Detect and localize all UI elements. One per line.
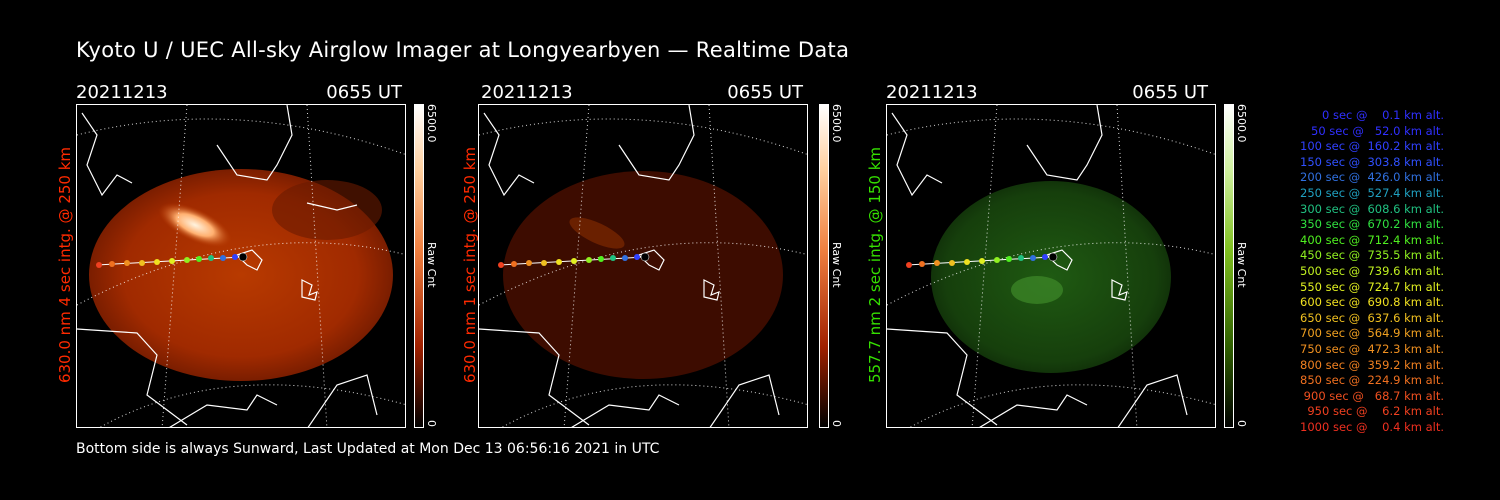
legend-row: 150 sec @ 303.8 km alt.	[1296, 154, 1444, 169]
colorbar-max-label: 6500.0	[1235, 104, 1248, 143]
legend-row: 400 sec @ 712.4 km alt.	[1296, 232, 1444, 247]
allsky-image-630nm-1sec	[478, 104, 808, 428]
colorbar-max-label: 6500.0	[425, 104, 438, 143]
panel-time: 0655 UT	[727, 82, 803, 103]
legend-row: 750 sec @ 472.3 km alt.	[1296, 341, 1444, 356]
legend-row: 200 sec @ 426.0 km alt.	[1296, 170, 1444, 185]
allsky-image-svg	[887, 105, 1215, 427]
geo-grid	[77, 105, 405, 427]
trajectory-track	[498, 252, 650, 268]
coastlines	[479, 105, 780, 427]
colorbar-max-label: 6500.0	[830, 104, 843, 143]
footer-note: Bottom side is always Sunward, Last Upda…	[76, 441, 660, 457]
colorbar-min-label: 0	[830, 420, 843, 427]
allsky-image-svg	[479, 105, 807, 427]
legend-row: 250 sec @ 527.4 km alt.	[1296, 185, 1444, 200]
legend-row: 900 sec @ 68.7 km alt.	[1300, 388, 1444, 403]
colorbar-min-label: 0	[1235, 420, 1248, 427]
panel-time: 0655 UT	[326, 82, 402, 103]
legend-row: 650 sec @ 637.6 km alt.	[1296, 310, 1444, 325]
panel-date: 20211213	[886, 82, 978, 103]
trajectory-track	[96, 252, 248, 268]
legend-row: 1000 sec @ 0.4 km alt.	[1300, 419, 1444, 434]
legend-row: 450 sec @ 735.5 km alt.	[1296, 248, 1444, 263]
colorbar-min-label: 0	[425, 420, 438, 427]
panel-header-1: 20211213 0655 UT	[76, 82, 402, 104]
colorbar-unit-label: Raw Cnt	[1235, 242, 1248, 288]
allsky-image-630nm-4sec	[76, 104, 406, 428]
legend-row: 350 sec @ 670.2 km alt.	[1296, 217, 1444, 232]
aurora-patch	[1011, 276, 1063, 304]
airglow-disc	[931, 181, 1171, 373]
colorbar-1	[414, 104, 424, 428]
geo-grid	[887, 105, 1215, 427]
colorbar-2	[819, 104, 829, 428]
legend-row: 550 sec @ 724.7 km alt.	[1296, 279, 1444, 294]
geo-grid	[479, 105, 807, 427]
panel-side-label: 557.7 nm 2 sec intg. @ 150 km	[866, 146, 884, 384]
panel-date: 20211213	[76, 82, 168, 103]
allsky-image-svg	[77, 105, 405, 427]
panel-header-2: 20211213 0655 UT	[481, 82, 803, 104]
allsky-image-557nm-2sec	[886, 104, 1216, 428]
coastlines	[77, 105, 378, 427]
page-title: Kyoto U / UEC All-sky Airglow Imager at …	[76, 38, 850, 62]
colorbar-unit-label: Raw Cnt	[830, 242, 843, 288]
legend-row: 300 sec @ 608.6 km alt.	[1296, 201, 1444, 216]
legend-row: 50 sec @ 52.0 km alt.	[1303, 123, 1444, 138]
legend-row: 800 sec @ 359.2 km alt.	[1296, 357, 1444, 372]
colorbar-3	[1224, 104, 1234, 428]
panel-time: 0655 UT	[1132, 82, 1208, 103]
legend-row: 950 sec @ 6.2 km alt.	[1303, 404, 1444, 419]
aurora-arc	[569, 217, 625, 249]
trajectory-legend: 0 sec @ 0.1 km alt. 50 sec @ 52.0 km alt…	[1262, 108, 1444, 435]
legend-row: 100 sec @ 160.2 km alt.	[1296, 139, 1444, 154]
legend-row: 0 sec @ 0.1 km alt.	[1311, 108, 1444, 122]
coastlines	[887, 105, 1188, 427]
dark-patch	[272, 180, 382, 240]
aurora-arc	[158, 202, 232, 248]
legend-row: 500 sec @ 739.6 km alt.	[1296, 263, 1444, 278]
panel-side-label: 630.0 nm 4 sec intg. @ 250 km	[56, 146, 74, 384]
legend-row: 600 sec @ 690.8 km alt.	[1296, 295, 1444, 310]
legend-row: 700 sec @ 564.9 km alt.	[1296, 326, 1444, 341]
colorbar-unit-label: Raw Cnt	[425, 242, 438, 288]
panel-header-3: 20211213 0655 UT	[886, 82, 1208, 104]
panel-date: 20211213	[481, 82, 573, 103]
trajectory-track	[906, 252, 1058, 268]
legend-row: 850 sec @ 224.9 km alt.	[1296, 373, 1444, 388]
